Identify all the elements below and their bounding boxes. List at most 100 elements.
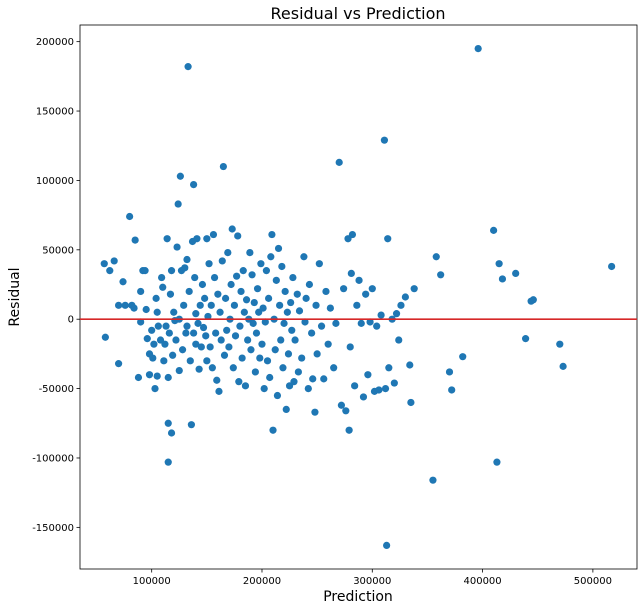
data-point (236, 322, 244, 330)
data-point (167, 429, 176, 437)
data-point (381, 384, 390, 393)
x-tick-label: 400000 (463, 576, 501, 587)
data-point (445, 368, 454, 376)
data-point (410, 285, 418, 293)
data-point (199, 323, 208, 332)
data-point (392, 310, 401, 318)
data-point (165, 329, 173, 337)
data-point (100, 260, 108, 268)
data-point (143, 335, 151, 343)
data-point (131, 236, 139, 244)
data-point (170, 308, 178, 316)
data-point (169, 351, 177, 359)
data-point (212, 329, 220, 337)
data-point (342, 407, 350, 415)
data-point (474, 44, 482, 53)
x-axis: 100000 200000 300000 400000 500000 (133, 569, 612, 587)
data-point (190, 329, 198, 337)
data-point (238, 354, 246, 362)
data-point (148, 326, 156, 334)
data-point (176, 172, 184, 180)
data-point (330, 364, 338, 372)
data-point (283, 308, 291, 316)
data-point (407, 398, 415, 407)
data-point (182, 329, 190, 337)
data-point (186, 357, 194, 365)
data-point (261, 318, 269, 326)
data-point (219, 162, 227, 171)
data-point (172, 336, 180, 344)
data-point (184, 63, 192, 71)
data-point (362, 290, 370, 298)
data-point (287, 298, 295, 307)
data-point (154, 322, 162, 330)
data-point (276, 301, 284, 309)
data-point (244, 336, 252, 344)
y-tick-label: 100000 (36, 176, 74, 187)
data-point (149, 354, 157, 362)
y-tick-label: -150000 (32, 523, 74, 534)
y-tick-label: 50000 (42, 245, 74, 256)
data-point (228, 225, 236, 233)
data-point (522, 335, 530, 343)
data-point (351, 382, 359, 390)
data-point (240, 308, 248, 316)
data-point (313, 350, 321, 358)
data-point (237, 287, 245, 296)
x-tick-label: 100000 (133, 576, 171, 587)
data-point (262, 267, 271, 275)
y-tick-label: -100000 (32, 453, 74, 464)
data-point (274, 244, 283, 253)
data-point (234, 232, 242, 240)
data-point (216, 308, 224, 316)
x-tick-label: 500000 (574, 576, 612, 587)
data-point (512, 269, 520, 278)
data-point (167, 267, 176, 275)
data-point (281, 287, 289, 296)
data-point (197, 343, 205, 351)
data-point (556, 340, 564, 348)
data-point (267, 253, 275, 261)
data-point (459, 353, 467, 361)
data-point (164, 419, 172, 427)
data-point (152, 294, 160, 302)
data-point (181, 264, 189, 272)
data-point (300, 253, 308, 261)
x-axis-label: Prediction (323, 589, 393, 605)
data-point (368, 285, 376, 293)
data-point (210, 273, 219, 282)
data-point (295, 307, 304, 315)
data-point (326, 304, 334, 312)
data-point (142, 305, 150, 314)
data-point (213, 376, 221, 384)
data-point (174, 200, 182, 208)
data-point (242, 296, 251, 304)
data-point (151, 384, 159, 393)
data-point (249, 319, 257, 327)
data-point (258, 340, 266, 348)
data-point (220, 351, 229, 359)
data-point (311, 408, 319, 416)
data-point (201, 294, 209, 302)
data-point (291, 336, 299, 344)
data-point (364, 371, 372, 379)
data-point (395, 336, 403, 344)
data-point (137, 287, 145, 296)
data-point (252, 329, 261, 337)
data-point (320, 375, 328, 383)
data-point (345, 426, 353, 434)
data-point (301, 318, 309, 326)
data-point (373, 322, 381, 330)
data-point (490, 226, 498, 234)
data-point (288, 326, 296, 334)
data-point (162, 322, 170, 330)
y-tick-label: 0 (68, 315, 74, 326)
data-point (347, 269, 355, 278)
data-point (250, 298, 258, 307)
data-point (150, 340, 158, 348)
data-point (223, 326, 231, 334)
data-point (196, 301, 204, 309)
data-point (192, 340, 200, 348)
data-point (383, 541, 391, 550)
